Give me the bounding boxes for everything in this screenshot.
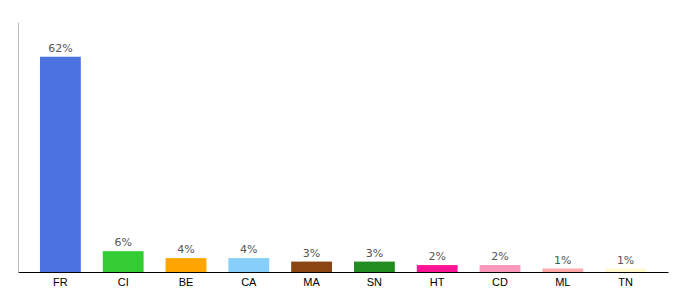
x-tick: CI — [118, 276, 129, 288]
x-tick: BE — [179, 276, 194, 288]
x-tick-label: CA — [241, 276, 257, 288]
bar — [40, 57, 81, 272]
chart-svg: FR CI BE CA MA SN HT CD ML TN 62% 6% 4% 4% 3% 3% 2% 2% 1% 1… — [0, 0, 680, 300]
data-label: 4% — [240, 243, 257, 256]
data-label: 2% — [491, 250, 508, 263]
data-label: 3% — [303, 247, 320, 260]
bar — [354, 262, 395, 272]
bar — [480, 265, 521, 272]
x-tick-label: CI — [118, 276, 129, 288]
data-label: 4% — [177, 243, 194, 256]
x-tick: CA — [241, 276, 257, 288]
bar — [605, 269, 646, 272]
y-axis-line — [18, 23, 19, 273]
data-label: 3% — [366, 247, 383, 260]
x-tick: ML — [555, 276, 570, 288]
x-tick-label: ML — [555, 276, 570, 288]
chart-container: FR CI BE CA MA SN HT CD ML TN 62% 6% 4% 4% 3% 3% 2% 2% 1% 1… — [0, 0, 680, 300]
x-tick: CD — [492, 276, 508, 288]
x-tick-label: TN — [618, 276, 633, 288]
bar — [291, 262, 332, 272]
data-label: 62% — [48, 42, 72, 55]
y-axis — [18, 23, 19, 273]
data-labels: 62% 6% 4% 4% 3% 3% 2% 2% 1% 1% — [48, 42, 634, 267]
x-tick-label: BE — [179, 276, 194, 288]
x-tick-label: MA — [303, 276, 320, 288]
x-tick-label: HT — [430, 276, 445, 288]
bar — [103, 251, 144, 272]
x-tick-label: CD — [492, 276, 508, 288]
x-tick: TN — [618, 276, 633, 288]
x-axis: FR CI BE CA MA SN HT CD ML TN — [19, 273, 669, 288]
x-tick: FR — [53, 276, 68, 288]
data-label: 6% — [114, 236, 131, 249]
plot-area: FR CI BE CA MA SN HT CD ML TN 62% 6% 4% 4% 3% 3% 2% 2% 1% 1… — [19, 23, 669, 288]
bar — [228, 258, 269, 272]
data-label: 2% — [428, 250, 445, 263]
x-tick: HT — [430, 276, 445, 288]
x-tick-label: FR — [53, 276, 68, 288]
bars — [40, 57, 646, 272]
bar — [542, 269, 583, 272]
bar — [166, 258, 207, 272]
bar — [417, 265, 458, 272]
x-tick-label: SN — [367, 276, 382, 288]
data-label: 1% — [554, 254, 571, 267]
x-tick: SN — [367, 276, 382, 288]
data-label: 1% — [617, 254, 634, 267]
x-axis-line — [19, 272, 669, 273]
x-tick: MA — [303, 276, 320, 288]
